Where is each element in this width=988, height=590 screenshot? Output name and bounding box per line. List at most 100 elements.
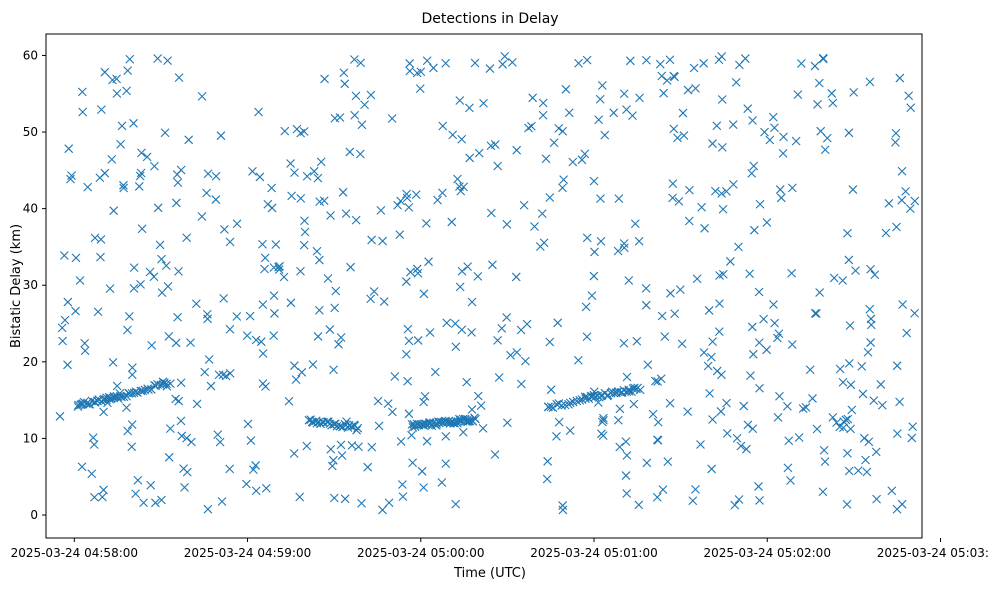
x-tick-label: 2025-03-24 05:01:00 [530, 546, 657, 560]
data-point [462, 377, 472, 387]
data-point [838, 276, 848, 285]
data-point [330, 113, 340, 123]
data-point [589, 387, 599, 397]
data-point [519, 200, 529, 210]
data-point [379, 297, 389, 306]
data-point [743, 420, 753, 430]
data-point [176, 416, 186, 426]
data-point [546, 402, 556, 412]
data-point [843, 414, 853, 424]
data-point [892, 429, 902, 439]
data-point [430, 367, 440, 377]
data-point [124, 312, 134, 321]
data-point [892, 504, 902, 514]
data-point [708, 415, 717, 424]
data-point [635, 385, 645, 395]
data-point [203, 169, 213, 179]
data-point [613, 415, 623, 425]
data-point [846, 380, 856, 390]
data-point [589, 176, 599, 186]
data-point [521, 356, 530, 366]
data-point [892, 222, 901, 232]
data-point [127, 370, 137, 380]
data-point [530, 222, 539, 231]
data-point [206, 381, 216, 391]
data-point [572, 396, 582, 406]
data-point [349, 55, 359, 64]
data-point [405, 59, 415, 68]
data-point [351, 91, 361, 101]
data-point [486, 141, 496, 151]
data-point [775, 391, 784, 401]
data-point [419, 397, 429, 407]
data-point [741, 444, 751, 454]
data-point [290, 168, 299, 178]
data-point [660, 332, 670, 341]
data-point [832, 418, 841, 428]
data-point [770, 318, 780, 328]
data-point [581, 302, 591, 312]
data-point [857, 361, 867, 371]
data-point [765, 135, 775, 145]
data-point [180, 483, 189, 492]
data-point [573, 355, 583, 365]
data-point [300, 227, 310, 237]
data-point [280, 126, 290, 136]
data-point [574, 58, 583, 68]
data-point [421, 218, 431, 228]
data-point [891, 128, 901, 138]
data-point [197, 212, 207, 221]
data-point [184, 135, 194, 145]
data-point [710, 186, 720, 196]
data-point [582, 55, 592, 65]
data-point [849, 87, 859, 97]
data-point [697, 202, 707, 212]
data-point [666, 288, 675, 298]
data-point [60, 315, 70, 325]
data-point [67, 171, 76, 181]
data-point [458, 427, 468, 437]
data-point [204, 355, 214, 364]
x-axis: 2025-03-24 04:58:00 2025-03-24 04:59:00 20… [11, 538, 988, 560]
data-point [688, 496, 698, 506]
data-point [403, 376, 412, 386]
data-point [673, 133, 682, 143]
data-point [717, 142, 727, 152]
data-point [360, 100, 369, 110]
data-point [624, 386, 634, 396]
data-point [470, 58, 480, 68]
data-point [202, 188, 211, 198]
data-point [910, 196, 920, 206]
data-point [127, 363, 137, 373]
x-axis-label: Time (UTC) [453, 566, 526, 581]
data-point [615, 404, 625, 414]
data-point [740, 54, 750, 63]
data-point [843, 228, 852, 238]
data-point [467, 328, 476, 337]
data-point [78, 107, 88, 117]
data-point [776, 193, 786, 203]
data-point [759, 314, 769, 324]
data-point [403, 324, 413, 334]
data-point [668, 193, 678, 203]
data-point [251, 486, 261, 496]
data-point [316, 157, 326, 167]
data-point [905, 204, 915, 214]
data-point [630, 383, 639, 393]
data-point [650, 376, 660, 386]
data-point [643, 360, 653, 370]
data-point [619, 243, 629, 253]
data-point [155, 240, 165, 250]
data-point [739, 401, 749, 411]
data-point [369, 287, 379, 296]
data-point [219, 294, 229, 303]
data-point [80, 346, 90, 356]
data-point [258, 349, 268, 358]
data-point [401, 349, 411, 359]
data-point [83, 182, 93, 192]
y-axis: 0 10 20 30 40 50 60 [23, 48, 46, 522]
data-point [707, 464, 717, 474]
data-point [897, 166, 907, 176]
data-point [302, 171, 312, 181]
data-point [66, 174, 75, 184]
